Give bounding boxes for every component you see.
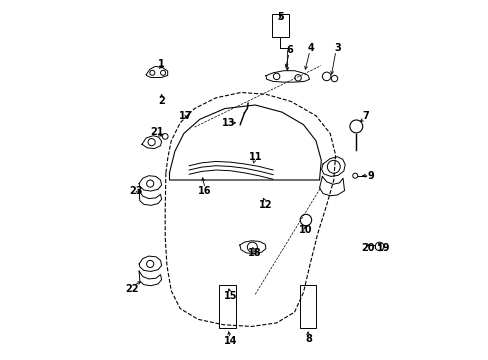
Text: 19: 19 [376,243,390,253]
Text: 18: 18 [248,248,262,258]
Text: 11: 11 [248,152,262,162]
Text: 14: 14 [223,337,237,346]
Text: 3: 3 [333,43,340,53]
Text: 15: 15 [223,291,237,301]
Bar [219,285,235,328]
Text: 2: 2 [158,96,164,107]
Text: 6: 6 [286,45,293,55]
Text: 13: 13 [221,118,235,128]
Text: 7: 7 [362,111,368,121]
Text: 4: 4 [306,43,313,53]
Text: 22: 22 [125,284,139,294]
Text: 1: 1 [158,59,164,69]
Text: 12: 12 [259,200,272,210]
Text: 23: 23 [128,186,142,196]
Text: 5: 5 [276,13,283,22]
Text: 21: 21 [150,127,163,137]
Text: 9: 9 [367,171,374,181]
Text: 20: 20 [360,243,374,253]
Bar [299,285,315,328]
Text: 16: 16 [197,186,211,196]
Text: 10: 10 [299,225,312,235]
Bar [271,14,288,37]
Text: 8: 8 [305,334,312,344]
Text: 17: 17 [179,111,192,121]
